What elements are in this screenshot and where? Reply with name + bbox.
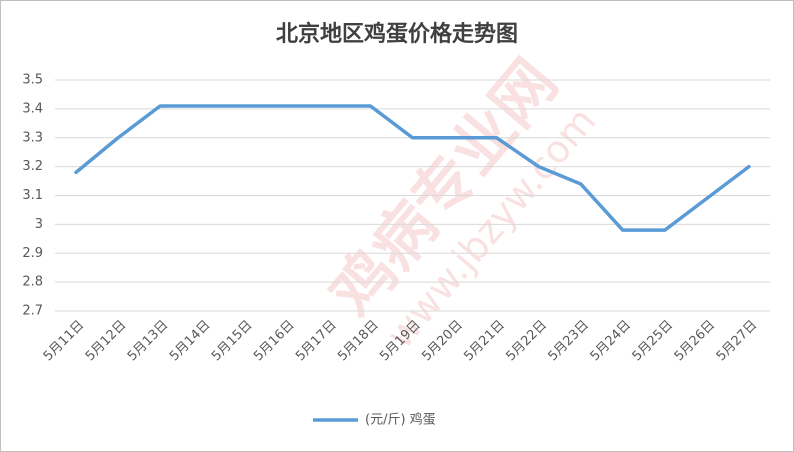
y-tick-label: 3.4 [22, 101, 43, 116]
y-tick-label: 3.3 [22, 130, 43, 145]
y-tick-label: 2.7 [22, 304, 43, 319]
y-tick-label: 2.8 [22, 275, 43, 290]
chart-title: 北京地区鸡蛋价格走势图 [276, 21, 518, 47]
data-line [74, 104, 751, 232]
y-tick-label: 3.2 [22, 159, 43, 174]
y-tick-label: 3.5 [22, 73, 43, 88]
legend-label: (元/斤) 鸡蛋 [365, 412, 436, 428]
y-tick-label: 3.1 [22, 188, 43, 203]
y-tick-label: 2.9 [22, 246, 43, 261]
y-tick-label: 3 [35, 217, 43, 232]
